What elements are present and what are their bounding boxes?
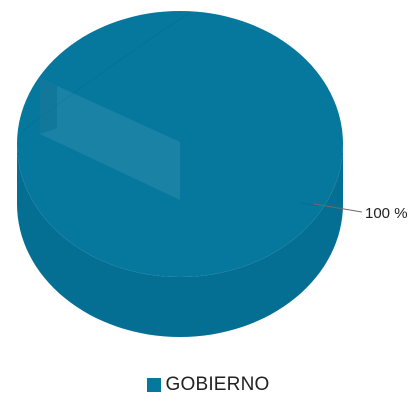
pie-slice-side-gobierno [17, 144, 343, 337]
pie-edge-mark [299, 202, 319, 207]
pie-chart-svg: 100 % [17, 11, 408, 337]
pie-slice-gobierno [17, 11, 343, 277]
legend-swatch [147, 378, 162, 392]
pie-slice-highlight [40, 78, 180, 200]
pie-slice-inner-shadow [40, 78, 57, 134]
legend-item-gobierno: GOBIERNO [147, 374, 269, 396]
pie-chart: 100 % [17, 11, 408, 337]
data-label-gobierno: 100 % [365, 205, 408, 222]
pie-top-seam [22, 12, 191, 131]
legend-label: GOBIERNO [165, 374, 270, 395]
legend: GOBIERNO [0, 374, 417, 396]
pie-slices-group [17, 11, 343, 337]
data-label-leader-line [313, 203, 363, 213]
